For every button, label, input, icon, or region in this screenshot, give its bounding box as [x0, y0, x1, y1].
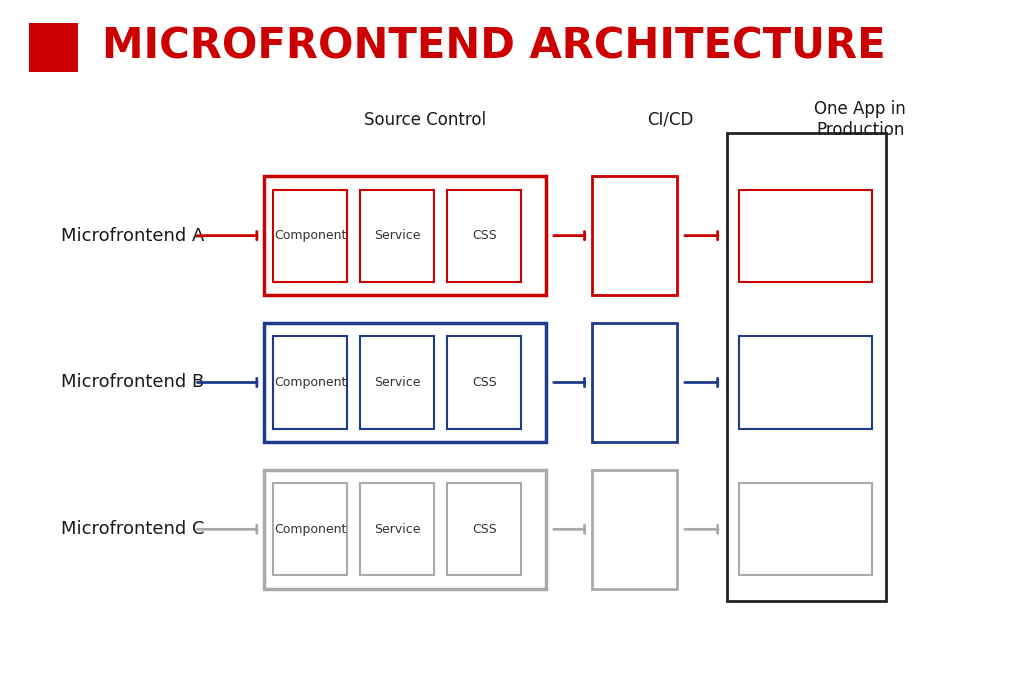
Bar [273, 336, 347, 429]
Text: Service: Service [374, 229, 421, 242]
Bar [273, 189, 347, 281]
Text: One App in
Production: One App in Production [814, 100, 906, 139]
Bar [264, 470, 546, 589]
Bar [29, 23, 78, 72]
Bar [360, 189, 434, 281]
Text: CSS: CSS [472, 522, 497, 536]
Text: CSS: CSS [472, 376, 497, 389]
Bar [264, 176, 546, 295]
Bar [592, 470, 677, 589]
Bar [447, 484, 521, 575]
Text: CI/CD: CI/CD [647, 111, 694, 128]
Bar [447, 336, 521, 429]
Text: Microfrontend B: Microfrontend B [61, 374, 205, 391]
Bar [592, 176, 677, 295]
Bar [739, 336, 872, 429]
Bar [739, 484, 872, 575]
Bar [592, 322, 677, 443]
Bar [739, 189, 872, 281]
Text: MICROFRONTEND ARCHITECTURE: MICROFRONTEND ARCHITECTURE [102, 25, 886, 68]
Text: Component: Component [274, 522, 346, 536]
Text: Microfrontend A: Microfrontend A [61, 227, 205, 245]
Bar [360, 336, 434, 429]
Text: Source Control: Source Control [364, 111, 486, 128]
Bar [360, 484, 434, 575]
Bar [727, 133, 886, 601]
Text: Service: Service [374, 522, 421, 536]
Text: Service: Service [374, 376, 421, 389]
Bar [264, 322, 546, 443]
Bar [447, 189, 521, 281]
Bar [273, 484, 347, 575]
Text: Component: Component [274, 376, 346, 389]
Text: CSS: CSS [472, 229, 497, 242]
Text: Microfrontend C: Microfrontend C [61, 520, 205, 538]
Text: Component: Component [274, 229, 346, 242]
